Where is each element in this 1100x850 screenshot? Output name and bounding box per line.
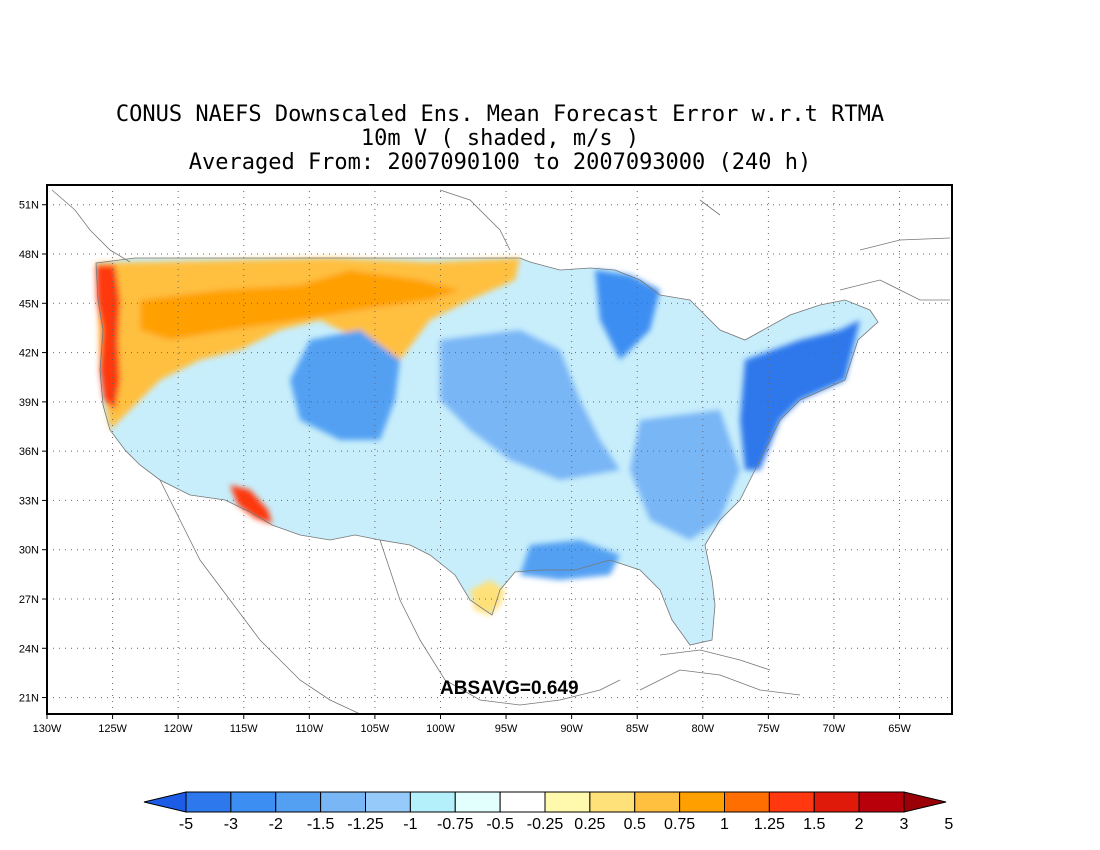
colorbar-label: -0.5 xyxy=(486,816,514,833)
title-line-1: CONUS NAEFS Downscaled Ens. Mean Forecas… xyxy=(115,102,885,127)
lon-tick-label: 125W xyxy=(98,723,127,735)
graticule xyxy=(47,185,952,714)
lon-tick-label: 130W xyxy=(33,723,62,735)
colorbar-label: 0.25 xyxy=(574,816,605,833)
cool-region-great-lakes xyxy=(595,270,660,360)
lon-tick-label: 75W xyxy=(757,723,780,735)
lon-tick-label: 80W xyxy=(691,723,714,735)
lon-tick-label: 120W xyxy=(164,723,193,735)
hot-coast-oregon xyxy=(96,265,120,410)
lon-tick-label: 115W xyxy=(230,723,259,735)
cool-region-rockies xyxy=(290,330,400,440)
colorbar-label: 1 xyxy=(720,816,729,833)
colorbar-swatch xyxy=(589,791,636,813)
colorbar-label: -1.25 xyxy=(347,816,384,833)
lon-tick-label: 90W xyxy=(560,723,583,735)
warm-region-northwest-2 xyxy=(140,270,460,340)
colorbar-swatch xyxy=(679,791,725,813)
lat-tick-label: 48N xyxy=(19,249,39,261)
colorbar-swatch xyxy=(544,791,591,813)
colorbar-labels: -5 -3 -2 -1.5 -1.25 -1 -0.75 -0.5 -0.25 0.25 0.5 0.… xyxy=(179,816,954,833)
lon-tick-label: 85W xyxy=(626,723,649,735)
cool-region-southeast xyxy=(630,410,740,540)
title-line-2: 10m V ( shaded, m/s ) xyxy=(360,126,640,151)
lat-tick-label: 30N xyxy=(19,545,39,557)
colorbar-label: -2 xyxy=(269,816,283,833)
coastlines xyxy=(51,189,951,714)
cuba-outline xyxy=(659,649,771,671)
colorbar-label: 2 xyxy=(855,816,864,833)
lon-tick-label: 70W xyxy=(823,723,846,735)
lat-tick-label: 45N xyxy=(19,298,39,310)
lon-tick-label: 65W xyxy=(888,723,911,735)
shaded-field xyxy=(96,258,878,645)
colorbar-swatch xyxy=(724,791,770,813)
canada-coast xyxy=(51,189,951,301)
lon-tick-label: 100W xyxy=(426,723,455,735)
colorbar-extend-low xyxy=(143,791,187,813)
colorbar-label: 5 xyxy=(944,816,953,833)
colorbar-swatch xyxy=(634,791,681,813)
lat-tick-label: 39N xyxy=(19,397,39,409)
colorbar-extend-high xyxy=(903,791,947,813)
hot-arizona xyxy=(230,485,272,524)
colorbar-swatch xyxy=(409,791,456,813)
latitude-axis: 21N 24N 27N 30N 33N 36N 39N 42N 45N 48N 51N xyxy=(19,200,47,705)
colorbar-swatch xyxy=(813,791,860,813)
longitude-axis: 130W 125W 120W 115W 110W 105W 100W 95W 90W 85W 80W… xyxy=(33,714,911,735)
absavg-label: ABSAVG=0.649 xyxy=(440,678,579,699)
cool-region-east-coast xyxy=(740,320,860,470)
colorbar-label: -1.5 xyxy=(307,816,335,833)
colorbar-swatch xyxy=(275,791,322,813)
lat-tick-label: 42N xyxy=(19,348,39,360)
colorbar-label: -0.25 xyxy=(527,816,564,833)
colorbar-label: 0.75 xyxy=(664,816,695,833)
lat-tick-label: 27N xyxy=(19,594,39,606)
colorbar-swatch xyxy=(499,791,546,813)
colorbar-label: 1.5 xyxy=(803,816,825,833)
colorbar-swatch xyxy=(230,791,277,813)
colorbar-label: -5 xyxy=(179,816,193,833)
colorbar-swatch xyxy=(454,791,501,813)
colorbar-label: -0.75 xyxy=(437,816,474,833)
colorbar-label: -1 xyxy=(403,816,417,833)
lat-tick-label: 36N xyxy=(19,446,39,458)
lat-tick-label: 33N xyxy=(19,495,39,507)
colorbar-swatch xyxy=(185,791,232,813)
lon-tick-label: 110W xyxy=(295,723,324,735)
colorbar-swatch xyxy=(858,791,905,813)
colorbar xyxy=(143,791,947,813)
colorbar-label: 1.25 xyxy=(754,816,785,833)
lat-tick-label: 51N xyxy=(19,200,39,212)
colorbar-swatch xyxy=(768,791,815,813)
colorbar-swatch xyxy=(320,791,366,813)
cool-region-plains xyxy=(440,330,620,480)
title-line-3: Averaged From: 2007090100 to 2007093000 … xyxy=(188,150,812,175)
conus-base-shade xyxy=(96,258,878,645)
lat-tick-label: 21N xyxy=(19,693,39,705)
colorbar-label: 0.5 xyxy=(624,816,646,833)
mexico-outline xyxy=(159,479,801,714)
colorbar-swatch xyxy=(365,791,411,813)
us-outline xyxy=(95,257,879,646)
colorbar-label: 3 xyxy=(900,816,909,833)
lat-tick-label: 24N xyxy=(19,643,39,655)
plot-frame xyxy=(46,184,953,715)
lon-tick-label: 105W xyxy=(361,723,390,735)
colorbar-label: -3 xyxy=(224,816,238,833)
lon-tick-label: 95W xyxy=(495,723,518,735)
